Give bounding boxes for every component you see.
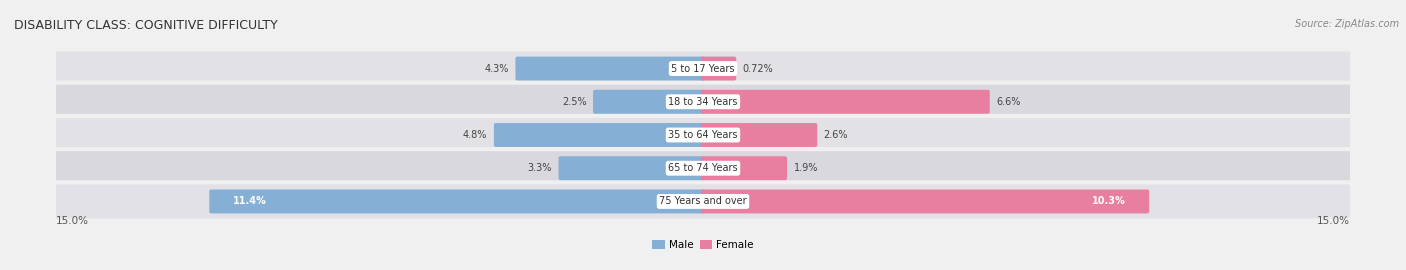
Text: 3.3%: 3.3% <box>527 163 553 173</box>
FancyBboxPatch shape <box>209 190 706 213</box>
FancyBboxPatch shape <box>700 123 817 147</box>
Text: 2.5%: 2.5% <box>562 97 586 107</box>
Text: 35 to 64 Years: 35 to 64 Years <box>668 130 738 140</box>
Text: 1.9%: 1.9% <box>793 163 818 173</box>
FancyBboxPatch shape <box>49 83 1357 121</box>
Text: Source: ZipAtlas.com: Source: ZipAtlas.com <box>1295 19 1399 29</box>
Text: 4.3%: 4.3% <box>485 63 509 73</box>
FancyBboxPatch shape <box>49 116 1357 154</box>
Text: 15.0%: 15.0% <box>1317 216 1350 227</box>
Text: 10.3%: 10.3% <box>1092 197 1126 207</box>
FancyBboxPatch shape <box>700 90 990 114</box>
FancyBboxPatch shape <box>494 123 706 147</box>
FancyBboxPatch shape <box>516 57 706 80</box>
Text: 15.0%: 15.0% <box>56 216 89 227</box>
FancyBboxPatch shape <box>700 156 787 180</box>
FancyBboxPatch shape <box>700 190 1149 213</box>
Text: 11.4%: 11.4% <box>233 197 267 207</box>
Text: 5 to 17 Years: 5 to 17 Years <box>671 63 735 73</box>
FancyBboxPatch shape <box>49 182 1357 221</box>
Text: 75 Years and over: 75 Years and over <box>659 197 747 207</box>
Text: 18 to 34 Years: 18 to 34 Years <box>668 97 738 107</box>
Text: 65 to 74 Years: 65 to 74 Years <box>668 163 738 173</box>
Text: 0.72%: 0.72% <box>742 63 773 73</box>
Text: 4.8%: 4.8% <box>463 130 488 140</box>
FancyBboxPatch shape <box>593 90 706 114</box>
FancyBboxPatch shape <box>558 156 706 180</box>
FancyBboxPatch shape <box>700 57 737 80</box>
FancyBboxPatch shape <box>49 149 1357 187</box>
Text: DISABILITY CLASS: COGNITIVE DIFFICULTY: DISABILITY CLASS: COGNITIVE DIFFICULTY <box>14 19 278 32</box>
Text: 2.6%: 2.6% <box>824 130 848 140</box>
Text: 6.6%: 6.6% <box>997 97 1021 107</box>
Legend: Male, Female: Male, Female <box>648 236 758 254</box>
FancyBboxPatch shape <box>49 49 1357 88</box>
